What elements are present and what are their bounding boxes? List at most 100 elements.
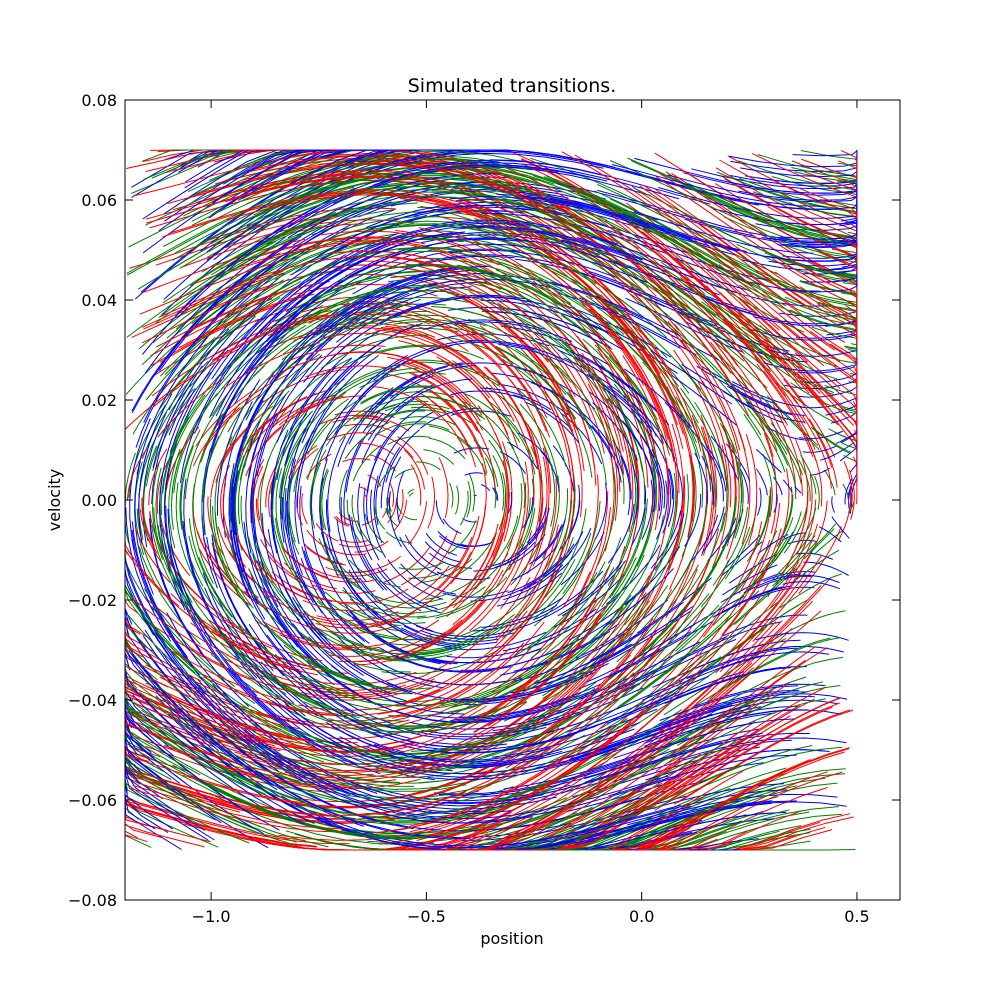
transition-segment (242, 353, 321, 438)
transition-segment (458, 321, 548, 419)
transition-segment (125, 508, 135, 559)
transition-segment (253, 559, 309, 600)
transition-segment (459, 490, 469, 526)
transition-segment (514, 348, 591, 430)
transition-segment (189, 293, 306, 388)
transition-segment (451, 639, 579, 708)
transition-segment (532, 447, 550, 567)
transition-segment (168, 297, 268, 436)
transition-segment (179, 343, 247, 483)
transition-segment (543, 216, 689, 352)
transition-segment (483, 515, 519, 575)
transition-segment (264, 622, 372, 684)
transition-segment (176, 568, 256, 667)
transition-segment (158, 149, 387, 232)
transition-segment (147, 686, 294, 740)
transition-segment (162, 528, 225, 668)
transition-segment (781, 532, 807, 541)
transition-segment (671, 374, 738, 426)
transition-segment (691, 415, 708, 547)
transition-segment (169, 352, 243, 452)
transition-segment (684, 621, 781, 659)
transition-segment (364, 745, 544, 766)
transition-segment (666, 582, 770, 704)
transition-segment (141, 270, 284, 328)
transition-segment (228, 463, 251, 599)
transition-segment (747, 281, 858, 322)
transition-segment (516, 800, 744, 851)
transition-segment (532, 325, 605, 454)
transition-segment (335, 239, 506, 280)
transition-segment (507, 602, 632, 733)
transition-segment (284, 488, 314, 604)
transition-segment (798, 500, 828, 574)
transition-segment (385, 325, 490, 379)
transition-segment (329, 631, 432, 655)
transition-segment (684, 493, 702, 547)
transition-segment (265, 461, 280, 508)
transition-segment (405, 623, 509, 658)
transition-segment (653, 187, 821, 305)
transition-segment (339, 643, 447, 661)
transition-segment (125, 765, 191, 818)
transition-segment (423, 449, 455, 465)
transition-segment (220, 196, 401, 309)
transition-segment (202, 538, 248, 596)
transition-segment (721, 528, 782, 636)
transition-segment (507, 492, 513, 514)
transition-segment (344, 344, 449, 366)
transition-segment (469, 530, 532, 632)
transition-segment (177, 190, 356, 318)
transition-segment (427, 748, 616, 780)
transition-segment (607, 398, 655, 459)
transition-segment (780, 218, 858, 240)
transition-segment (712, 506, 749, 586)
transition-segment (507, 441, 539, 470)
transition-segment (305, 625, 397, 634)
transition-segment (808, 523, 836, 553)
transition-segment (416, 158, 636, 218)
transition-segment (307, 659, 431, 690)
transition-segment (408, 492, 414, 497)
transition-segment (327, 432, 373, 441)
transition-segment (601, 706, 762, 757)
transition-segment (242, 232, 400, 340)
transition-segment (352, 444, 382, 482)
transition-segment (543, 445, 556, 527)
y-tick-label: 0.06 (81, 191, 117, 210)
transition-segment (664, 402, 712, 458)
transition-segment (179, 429, 201, 530)
transition-segment (211, 313, 329, 361)
transition-segment (650, 350, 733, 405)
transition-segment (591, 425, 622, 483)
transition-segment (247, 536, 301, 621)
transition-segment (399, 643, 536, 726)
transition-segment (308, 636, 429, 707)
transition-segment (563, 265, 674, 402)
transition-segment (443, 718, 628, 795)
transition-segments (125, 149, 858, 851)
transition-segment (212, 310, 332, 357)
transition-segment (278, 420, 312, 499)
transition-segment (376, 715, 546, 755)
transition-segment (151, 348, 239, 409)
transition-segment (125, 587, 151, 640)
transition-segment (184, 398, 226, 499)
transition-segment (503, 564, 564, 601)
transition-segment (125, 667, 207, 723)
transition-segment (373, 224, 557, 257)
transition-segment (796, 371, 857, 441)
transition-segment (710, 317, 807, 388)
transition-segment (211, 254, 347, 380)
transition-segment (125, 681, 201, 776)
transition-segment (673, 349, 727, 481)
transition-segment (636, 466, 657, 567)
transition-segment (691, 168, 858, 190)
transition-segment (373, 743, 551, 761)
transition-segment (348, 569, 419, 632)
transition-segment (456, 264, 599, 331)
transition-segment (125, 572, 217, 711)
transition-segment (553, 623, 677, 721)
transition-segment (593, 758, 811, 851)
transition-segment (190, 622, 293, 675)
